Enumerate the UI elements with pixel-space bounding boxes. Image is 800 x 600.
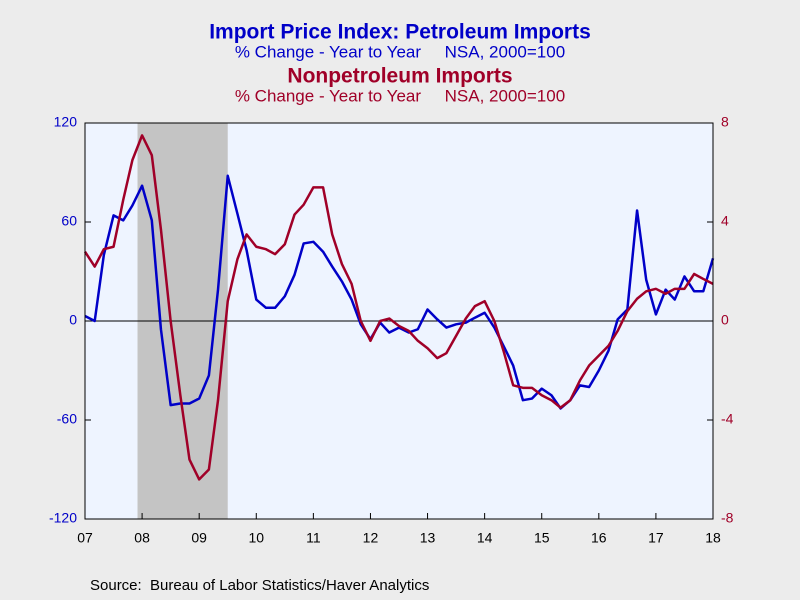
x-tick-label: 08 (134, 530, 150, 546)
x-tick-label: 10 (248, 530, 264, 546)
source-note: Source: Bureau of Labor Statistics/Haver… (90, 577, 429, 594)
chart-title-2: Nonpetroleum Imports (287, 65, 512, 88)
chart-subtitle: % Change - Year to Year NSA, 2000=100 (235, 42, 565, 61)
y2-tick-label: 4 (721, 213, 729, 229)
y-tick-label: -60 (57, 411, 77, 427)
chart-title: Import Price Index: Petroleum Imports (209, 21, 591, 44)
series-line (83, 134, 714, 481)
y2-tick-label: -4 (721, 411, 734, 427)
chart-subtitle-2: % Change - Year to Year NSA, 2000=100 (235, 86, 565, 105)
x-tick-label: 12 (363, 530, 379, 546)
x-tick-label: 07 (77, 530, 93, 546)
plot-frame (84, 122, 714, 520)
x-tick-label: 15 (534, 530, 550, 546)
x-tick-label: 18 (705, 530, 721, 546)
y2-tick-label: 0 (721, 312, 729, 328)
x-tick-label: 11 (306, 530, 321, 546)
x-tick-label: 09 (191, 530, 207, 546)
y-tick-label: 120 (54, 114, 78, 130)
x-tick-label: 13 (420, 530, 436, 546)
y-tick-label: 0 (69, 312, 77, 328)
y-tick-label: 60 (61, 213, 77, 229)
y-tick-label: -120 (49, 510, 77, 526)
x-tick-label: 16 (591, 530, 607, 546)
y2-tick-label: -8 (721, 510, 734, 526)
y2-tick-label: 8 (721, 114, 729, 130)
x-tick-label: 14 (477, 530, 493, 546)
x-tick-label: 17 (648, 530, 664, 546)
series-line (84, 174, 715, 410)
